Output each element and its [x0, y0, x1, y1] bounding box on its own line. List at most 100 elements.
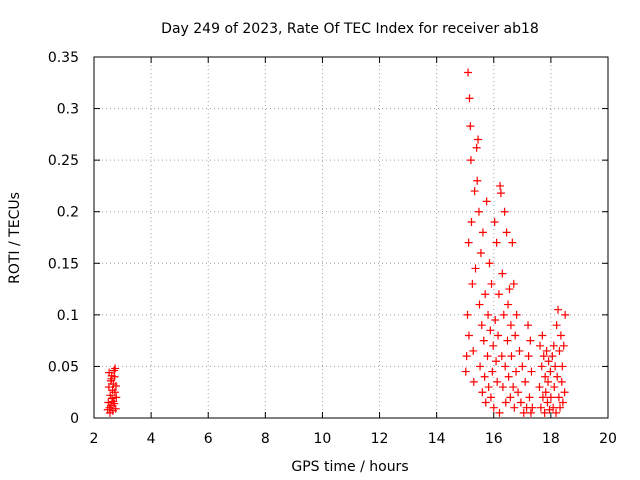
- data-point: [544, 357, 553, 366]
- plot-frame: [93, 56, 609, 419]
- x-tick-label: 14: [428, 431, 446, 447]
- data-point: [509, 279, 518, 288]
- data-point: [516, 398, 525, 407]
- data-point: [511, 331, 520, 340]
- data-point: [476, 248, 485, 257]
- data-point: [556, 331, 565, 340]
- data-point: [552, 321, 561, 330]
- plot-border: [93, 56, 609, 419]
- data-point: [472, 143, 481, 152]
- data-point: [499, 310, 508, 319]
- data-point: [486, 393, 495, 402]
- data-point: [465, 94, 474, 103]
- chart-title: Day 249 of 2023, Rate Of TEC Index for r…: [161, 21, 539, 37]
- data-point: [553, 372, 562, 381]
- data-point: [466, 156, 475, 165]
- data-point: [505, 285, 514, 294]
- data-point: [467, 218, 476, 227]
- x-tick-label: 12: [371, 431, 389, 447]
- x-tick-label: 10: [314, 431, 332, 447]
- data-point: [526, 408, 535, 417]
- data-point: [510, 403, 519, 412]
- y-tick-label: 0.2: [57, 205, 79, 221]
- data-point: [485, 259, 494, 268]
- data-point: [560, 388, 569, 397]
- x-tick-label: 16: [485, 431, 503, 447]
- data-point: [524, 321, 533, 330]
- data-point: [507, 352, 516, 361]
- data-point: [109, 397, 118, 406]
- data-point: [518, 362, 527, 371]
- data-point: [525, 393, 534, 402]
- data-point: [487, 279, 496, 288]
- data-point: [541, 372, 550, 381]
- data-point: [542, 346, 551, 355]
- data-point: [469, 377, 478, 386]
- data-point: [501, 362, 510, 371]
- data-point: [464, 238, 473, 247]
- x-tick-label: 2: [90, 431, 99, 447]
- data-point: [503, 336, 512, 345]
- data-point: [484, 383, 493, 392]
- data-point: [482, 197, 491, 206]
- data-point: [492, 238, 501, 247]
- data-point: [483, 352, 492, 361]
- data-point: [549, 341, 558, 350]
- data-point: [494, 290, 503, 299]
- data-point: [468, 279, 477, 288]
- data-point: [111, 382, 120, 391]
- y-tick-label: 0.3: [57, 102, 79, 118]
- data-point: [477, 321, 486, 330]
- data-point: [461, 367, 470, 376]
- data-point: [466, 122, 475, 131]
- data-point: [481, 398, 490, 407]
- data-point: [514, 388, 523, 397]
- x-tick-label: 6: [204, 431, 213, 447]
- data-point: [484, 310, 493, 319]
- data-point: [555, 346, 564, 355]
- data-point: [504, 300, 513, 309]
- y-tick-label: 0: [70, 411, 79, 427]
- data-point: [556, 403, 565, 412]
- data-point: [463, 310, 472, 319]
- y-tick-label: 0.25: [48, 153, 79, 169]
- data-points: [103, 68, 570, 417]
- data-point: [519, 408, 528, 417]
- data-point: [506, 393, 515, 402]
- data-point: [494, 331, 503, 340]
- data-point: [512, 367, 521, 376]
- data-point: [551, 362, 560, 371]
- data-point: [480, 372, 489, 381]
- data-point: [521, 377, 530, 386]
- data-point: [537, 362, 546, 371]
- data-point: [493, 377, 502, 386]
- data-point: [559, 341, 568, 350]
- data-point: [546, 393, 555, 402]
- data-point: [478, 388, 487, 397]
- data-point: [110, 372, 119, 381]
- data-point: [498, 383, 507, 392]
- data-point: [496, 181, 505, 190]
- data-point: [558, 398, 567, 407]
- data-point: [557, 377, 566, 386]
- data-point: [112, 393, 121, 402]
- data-point: [538, 331, 547, 340]
- data-point: [479, 336, 488, 345]
- data-point: [111, 404, 120, 413]
- y-tick-label: 0.1: [57, 308, 79, 324]
- data-point: [495, 408, 504, 417]
- x-axis-ticks: 2 4 6 8 10 12 14 16 18 20: [90, 57, 617, 447]
- data-point: [544, 377, 553, 386]
- data-point: [474, 135, 483, 144]
- data-point: [545, 405, 554, 414]
- data-point: [528, 403, 537, 412]
- data-point: [554, 393, 563, 402]
- y-axis-label: ROTI / TECUs: [7, 192, 23, 284]
- data-point: [501, 398, 510, 407]
- data-point: [515, 346, 524, 355]
- data-point: [473, 176, 482, 185]
- data-point: [541, 388, 550, 397]
- data-point: [526, 336, 535, 345]
- data-point: [496, 189, 505, 198]
- data-point: [549, 403, 558, 412]
